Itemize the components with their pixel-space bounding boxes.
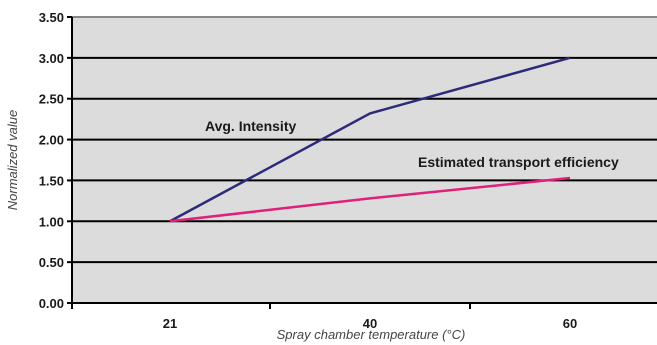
y-tick-label: 0.00 [39,296,64,311]
x-tick-label: 21 [163,316,177,331]
y-tick-label: 3.00 [39,51,64,66]
plot-area [72,17,657,303]
y-tick-label: 2.50 [39,92,64,107]
y-axis-title: Normalized value [5,110,20,210]
series-line-avg-intensity [169,56,571,223]
series-lines [169,56,571,223]
x-tick-label: 60 [563,316,577,331]
series-label-avg-intensity: Avg. Intensity [205,118,296,134]
y-tick-label: 0.50 [39,255,64,270]
y-tick-label: 1.50 [39,173,64,188]
series-label-transport-efficiency: Estimated transport efficiency [418,154,619,170]
x-axis-title: Spray chamber temperature (°C) [277,327,466,342]
series-line-transport-efficiency [169,176,571,223]
y-tick-label: 1.00 [39,214,64,229]
y-tick-label: 3.50 [39,10,64,25]
axes [71,17,657,304]
x-tick-label: 40 [363,316,377,331]
x-tick-labels: 21 40 60 [71,303,577,331]
gridlines [72,16,657,264]
y-tick-labels: 0.00 0.50 1.00 1.50 2.00 2.50 3.00 3.50 [39,10,72,311]
y-tick-label: 2.00 [39,133,64,148]
